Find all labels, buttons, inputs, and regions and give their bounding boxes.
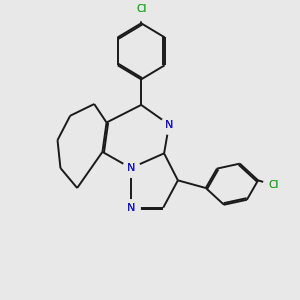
- Point: [128, 205, 133, 210]
- Text: N: N: [127, 203, 135, 213]
- Text: N: N: [165, 120, 173, 130]
- Text: Cl: Cl: [269, 180, 279, 190]
- Text: N: N: [165, 120, 173, 130]
- Point: [139, 7, 144, 11]
- Text: Cl: Cl: [136, 4, 146, 14]
- Text: N: N: [127, 163, 135, 173]
- Text: Cl: Cl: [269, 180, 279, 190]
- Text: Cl: Cl: [136, 4, 146, 14]
- Point: [167, 122, 172, 127]
- Text: N: N: [127, 203, 135, 213]
- Point: [272, 183, 276, 188]
- Text: N: N: [127, 163, 135, 173]
- Point: [128, 166, 133, 170]
